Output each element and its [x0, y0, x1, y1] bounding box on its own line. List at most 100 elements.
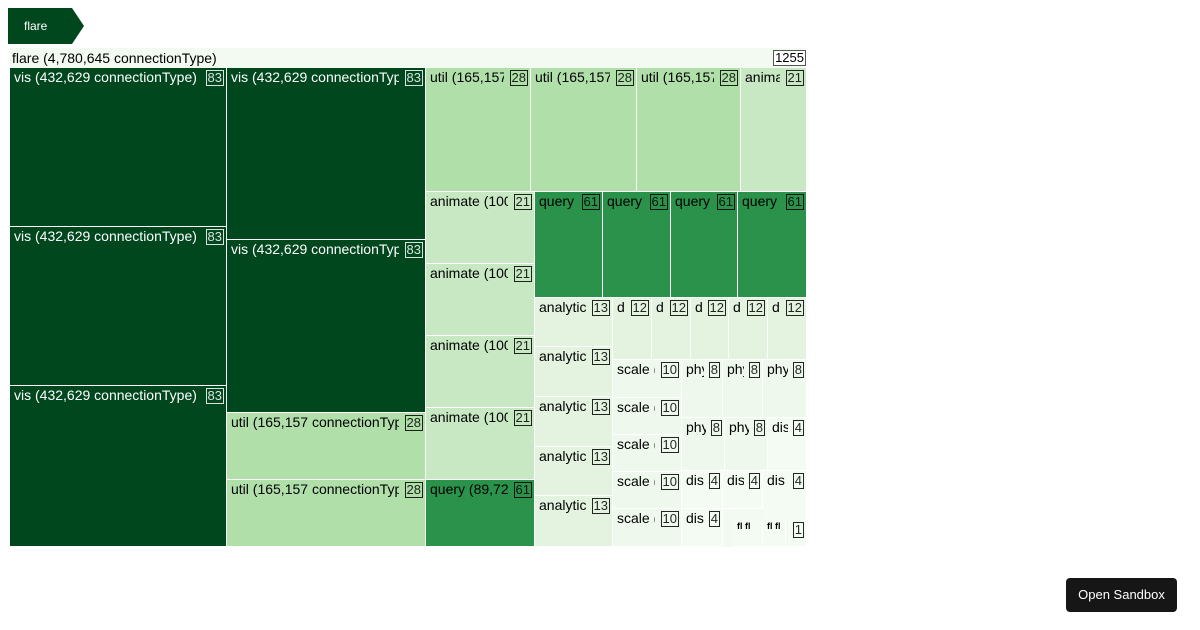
treemap-cell[interactable]: vis (432,629 connectionTyp 83 [227, 68, 426, 240]
cell-count-badge: 21 [513, 194, 532, 210]
cell-label: scale ( [617, 473, 655, 489]
cell-count-badge: 83 [205, 70, 224, 86]
treemap-cell[interactable]: vis (432,629 connectionTyp 83 [227, 240, 426, 413]
cell-label: util (165,157 [535, 69, 610, 85]
cell-label: query [607, 193, 643, 209]
treemap-cell[interactable]: util (165,157 28 [637, 68, 741, 192]
treemap-cell[interactable]: da 12 [613, 298, 652, 360]
cell-count-badge: 4 [748, 473, 760, 489]
cell-count-badge: 13 [591, 349, 610, 365]
cell-count-badge: 28 [719, 70, 738, 86]
treemap-cell[interactable]: vis (432,629 connectionType) 83 [10, 68, 227, 227]
treemap-cell[interactable]: displ4 [682, 509, 723, 547]
treemap-cell[interactable]: util (165,157 connectionTyp 28 [227, 480, 426, 547]
treemap-cell[interactable]: animate (100 21 [426, 336, 535, 408]
cell-count-badge: 12 [785, 300, 804, 316]
treemap-cell[interactable]: animate (100 21 [426, 264, 535, 336]
treemap-cell[interactable]: displ4 [682, 471, 723, 509]
treemap-cell[interactable]: scale (10 [613, 509, 682, 547]
cell-count-badge: 61 [785, 194, 804, 210]
treemap-cell[interactable]: da 12 [691, 298, 729, 360]
open-sandbox-button[interactable]: Open Sandbox [1066, 578, 1177, 612]
cell-label: vis (432,629 connectionTyp [231, 241, 399, 257]
treemap-cell[interactable]: query (89,72 61 [426, 480, 535, 547]
treemap-cell[interactable]: scale (10 [613, 398, 682, 435]
cell-label: fl fl [767, 521, 781, 531]
cell-count-badge: 10 [660, 362, 679, 378]
treemap-cell[interactable]: vis (432,629 connectionType) 83 [10, 386, 227, 547]
cell-count-badge: 8 [792, 362, 804, 378]
treemap-cell[interactable]: vis (432,629 connectionType) 83 [10, 227, 227, 386]
cell-count-badge: 4 [792, 420, 804, 436]
cell-count-badge: 8 [710, 420, 722, 436]
cell-label: query (89,72 [430, 481, 508, 497]
treemap-cell[interactable]: analytics 13 [535, 496, 613, 547]
cell-label: animate (100 [430, 337, 508, 353]
cell-label: scale ( [617, 361, 655, 377]
cell-label: vis (432,629 connectionType) [14, 228, 197, 244]
cell-label: analytics [539, 348, 586, 364]
treemap-cell[interactable]: query 61 [738, 192, 807, 298]
cell-label: phy [727, 361, 744, 377]
treemap-cell[interactable]: scale (10 [613, 472, 682, 509]
treemap-cell[interactable]: fl fl [733, 520, 763, 547]
cell-label: da [617, 299, 625, 315]
cell-count-badge: 8 [753, 420, 765, 436]
cell-count-badge: 10 [660, 437, 679, 453]
root-label: flare (4,780,645 connectionType) [12, 50, 217, 66]
cell-label: da [733, 299, 741, 315]
treemap-cell[interactable]: query 61 [671, 192, 738, 298]
cell-label: vis (432,629 connectionTyp [231, 69, 399, 85]
treemap-cell[interactable]: analytics 13 [535, 447, 613, 496]
treemap-cell[interactable]: query 61 [535, 192, 603, 298]
treemap-cell[interactable]: fl fl [763, 520, 786, 547]
treemap-cell[interactable]: anima 21 [741, 68, 807, 192]
cell-count-badge: 4 [792, 473, 804, 489]
treemap-cell[interactable]: da 12 [729, 298, 768, 360]
treemap-cell[interactable]: scale (10 [613, 435, 682, 472]
cell-count-badge: 61 [513, 482, 532, 498]
cell-count-badge: 28 [404, 482, 423, 498]
cell-count-badge: 28 [404, 415, 423, 431]
treemap-cell[interactable]: da 12 [652, 298, 691, 360]
treemap-cell[interactable]: scale ( 10 [613, 360, 682, 398]
cell-label: analytics [539, 497, 586, 513]
cell-label: phy [686, 419, 706, 435]
cell-label: displ [686, 472, 704, 488]
cell-label: dis [727, 472, 744, 488]
treemap-cell[interactable]: util (165,157 28 [531, 68, 637, 192]
cell-label: query [742, 193, 778, 209]
cell-label: scale ( [617, 510, 655, 526]
cell-count-badge: 13 [591, 399, 610, 415]
cell-count-badge: 13 [591, 300, 610, 316]
cell-label: util (165,157 connectionTyp [231, 414, 399, 430]
treemap-cell[interactable]: analytics 13 [535, 347, 613, 397]
treemap-cell[interactable]: util (165,157 connectionTyp 28 [227, 413, 426, 480]
treemap-cell[interactable]: analytics 13 [535, 397, 613, 447]
breadcrumb-flare[interactable]: flare [8, 8, 84, 44]
cell-label: phy [686, 361, 704, 377]
cell-count-badge: 83 [404, 242, 423, 258]
cell-label: dis [772, 419, 788, 435]
cell-label: da [695, 299, 702, 315]
treemap-cell[interactable]: animate (100 21 [426, 192, 535, 264]
treemap-cell[interactable]: dis 4 [763, 471, 807, 521]
treemap-cell[interactable]: query 61 [603, 192, 671, 298]
treemap-cell[interactable]: animate (100 21 [426, 408, 535, 480]
treemap-cell[interactable]: analytics 13 [535, 298, 613, 347]
treemap-cell[interactable]: 1 [786, 520, 807, 547]
cell-label: dis [767, 472, 785, 488]
cell-count-badge: 12 [630, 300, 649, 316]
treemap-cell[interactable]: da 12 [768, 298, 807, 360]
treemap: flare (4,780,645 connectionType) 1255 vi… [10, 48, 807, 547]
cell-label: query [539, 193, 575, 209]
treemap-cell[interactable]: util (165,157 28 [426, 68, 531, 192]
cell-label: util (165,157 connectionTyp [231, 481, 399, 497]
